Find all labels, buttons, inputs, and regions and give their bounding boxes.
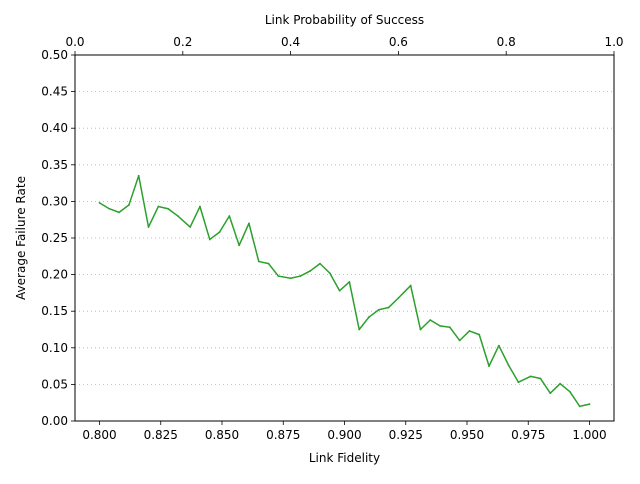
data-point — [98, 201, 101, 204]
series-layer — [98, 174, 591, 408]
x-tick-label: 0.925 — [389, 428, 423, 442]
x-tick-label: 1.000 — [572, 428, 606, 442]
top-x-tick-label: 1.0 — [604, 35, 623, 49]
data-point — [199, 205, 201, 208]
y-tick-label: 0.50 — [41, 48, 68, 62]
data-point — [578, 405, 581, 408]
top-x-tick-label: 0.0 — [65, 35, 84, 49]
data-point — [208, 238, 211, 241]
data-point — [147, 226, 150, 228]
data-point — [238, 244, 241, 247]
data-point — [218, 231, 221, 234]
top-x-tick-label: 0.6 — [389, 35, 408, 49]
y-tick-label: 0.15 — [41, 304, 68, 318]
x-tick-label: 0.800 — [82, 428, 116, 442]
x-tick-label: 0.975 — [511, 428, 545, 442]
data-point — [387, 306, 390, 309]
data-point — [309, 270, 312, 272]
x-tick-label: 0.900 — [327, 428, 361, 442]
x-tick-label: 0.950 — [450, 428, 484, 442]
data-point — [549, 392, 552, 395]
top-x-tick-label: 0.4 — [281, 35, 300, 49]
data-point — [137, 174, 140, 177]
data-point — [277, 275, 280, 277]
data-point — [397, 297, 400, 299]
y-tick-label: 0.30 — [41, 194, 68, 208]
x-tick-label: 0.825 — [144, 428, 178, 442]
top-x-axis-label: Link Probability of Success — [265, 13, 424, 27]
data-point — [488, 365, 490, 367]
data-point — [409, 284, 412, 287]
data-point — [439, 324, 441, 327]
data-point — [257, 260, 260, 263]
data-point — [468, 330, 471, 332]
data-point — [368, 316, 370, 318]
data-point — [478, 333, 481, 336]
top-x-tick-label: 0.2 — [173, 35, 192, 49]
data-point — [328, 272, 331, 275]
data-point — [189, 226, 192, 228]
data-point — [588, 403, 591, 406]
top-x-tick-label: 0.8 — [497, 35, 516, 49]
data-point — [497, 344, 500, 347]
data-point — [529, 375, 532, 378]
data-point — [358, 328, 361, 331]
data-point — [377, 308, 380, 311]
ticks-layer: 0.00 0.05 0.10 0.15 0.20 0.25 0.30 0.35 0.40 0.45… — [41, 35, 623, 442]
y-tick-label: 0.20 — [41, 268, 68, 282]
data-point — [177, 215, 179, 217]
data-point — [517, 381, 520, 384]
y-tick-label: 0.10 — [41, 341, 68, 355]
x-axis-label: Link Fidelity — [309, 451, 380, 465]
data-point — [267, 262, 270, 265]
data-point — [429, 319, 432, 321]
y-tick-label: 0.00 — [41, 414, 68, 428]
y-tick-label: 0.25 — [41, 231, 68, 245]
y-tick-label: 0.45 — [41, 85, 68, 99]
data-point — [507, 364, 510, 367]
y-axis-label: Average Failure Rate — [14, 176, 28, 300]
data-point — [228, 215, 231, 217]
x-tick-label: 0.875 — [266, 428, 300, 442]
data-point — [448, 326, 451, 329]
data-point — [569, 390, 571, 393]
data-point — [299, 275, 302, 277]
data-point — [157, 205, 160, 208]
x-tick-label: 0.850 — [205, 428, 239, 442]
data-point — [338, 289, 341, 292]
data-point — [348, 281, 351, 283]
y-tick-label: 0.40 — [41, 121, 68, 135]
data-point — [419, 328, 422, 331]
series-line — [99, 175, 590, 408]
data-point — [539, 377, 542, 380]
data-point — [118, 211, 120, 214]
y-tick-label: 0.35 — [41, 158, 68, 172]
data-point — [458, 339, 461, 342]
data-point — [127, 204, 130, 206]
grid-layer — [75, 54, 614, 422]
data-point — [289, 277, 292, 280]
data-point — [108, 207, 111, 210]
data-point — [319, 262, 321, 265]
y-tick-label: 0.05 — [41, 377, 68, 391]
data-point — [248, 222, 250, 225]
data-point — [559, 382, 561, 385]
data-point — [167, 207, 170, 210]
